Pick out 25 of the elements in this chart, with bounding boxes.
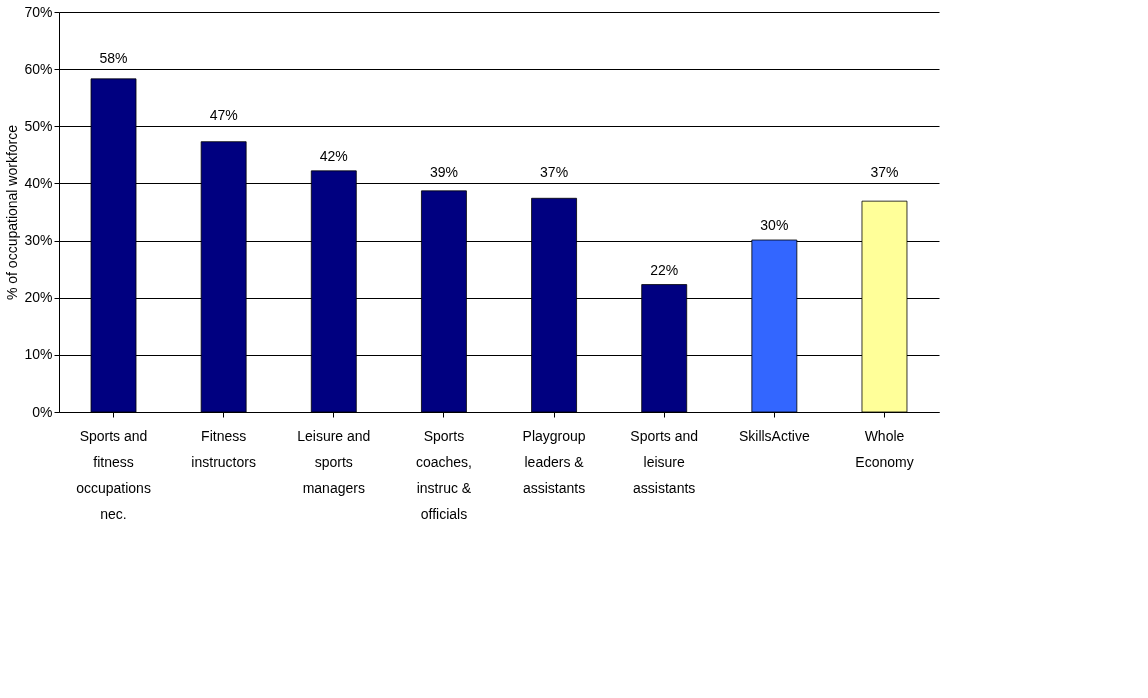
x-tick-label: Sports coaches, instruc & officials (415, 427, 472, 522)
x-tick-label: Sports and leisure assistants (630, 427, 699, 496)
data-label: 37% (870, 164, 899, 181)
x-tick-label: Fitness instructors (191, 427, 256, 470)
y-tick-label: 10% (24, 346, 53, 363)
x-tick-label: Sports and fitness occupations nec. (76, 427, 151, 522)
x-tick-label: Whole Economy (855, 427, 914, 470)
data-label: 47% (209, 107, 238, 124)
y-axis-title: % of occupational workforce (4, 124, 21, 301)
y-tick-label: 0% (32, 403, 53, 420)
data-label: 42% (319, 147, 348, 164)
y-tick-label: 50% (24, 117, 53, 134)
data-label: 30% (760, 217, 789, 233)
data-label: 22% (650, 261, 679, 278)
data-label: 39% (429, 164, 458, 181)
y-tick-label: 40% (24, 174, 53, 191)
y-tick-label: 20% (24, 289, 53, 306)
x-tick-label: Playgroup leaders & assistants (522, 427, 586, 496)
x-tick-label: SkillsActive (738, 427, 810, 444)
y-tick-label: 60% (24, 60, 53, 77)
x-tick-label: Leisure and sports managers (297, 427, 371, 496)
y-tick-label: 30% (24, 232, 53, 249)
data-label: 37% (540, 164, 569, 181)
y-tick-label: 70% (24, 3, 53, 20)
data-label: 58% (99, 50, 128, 67)
